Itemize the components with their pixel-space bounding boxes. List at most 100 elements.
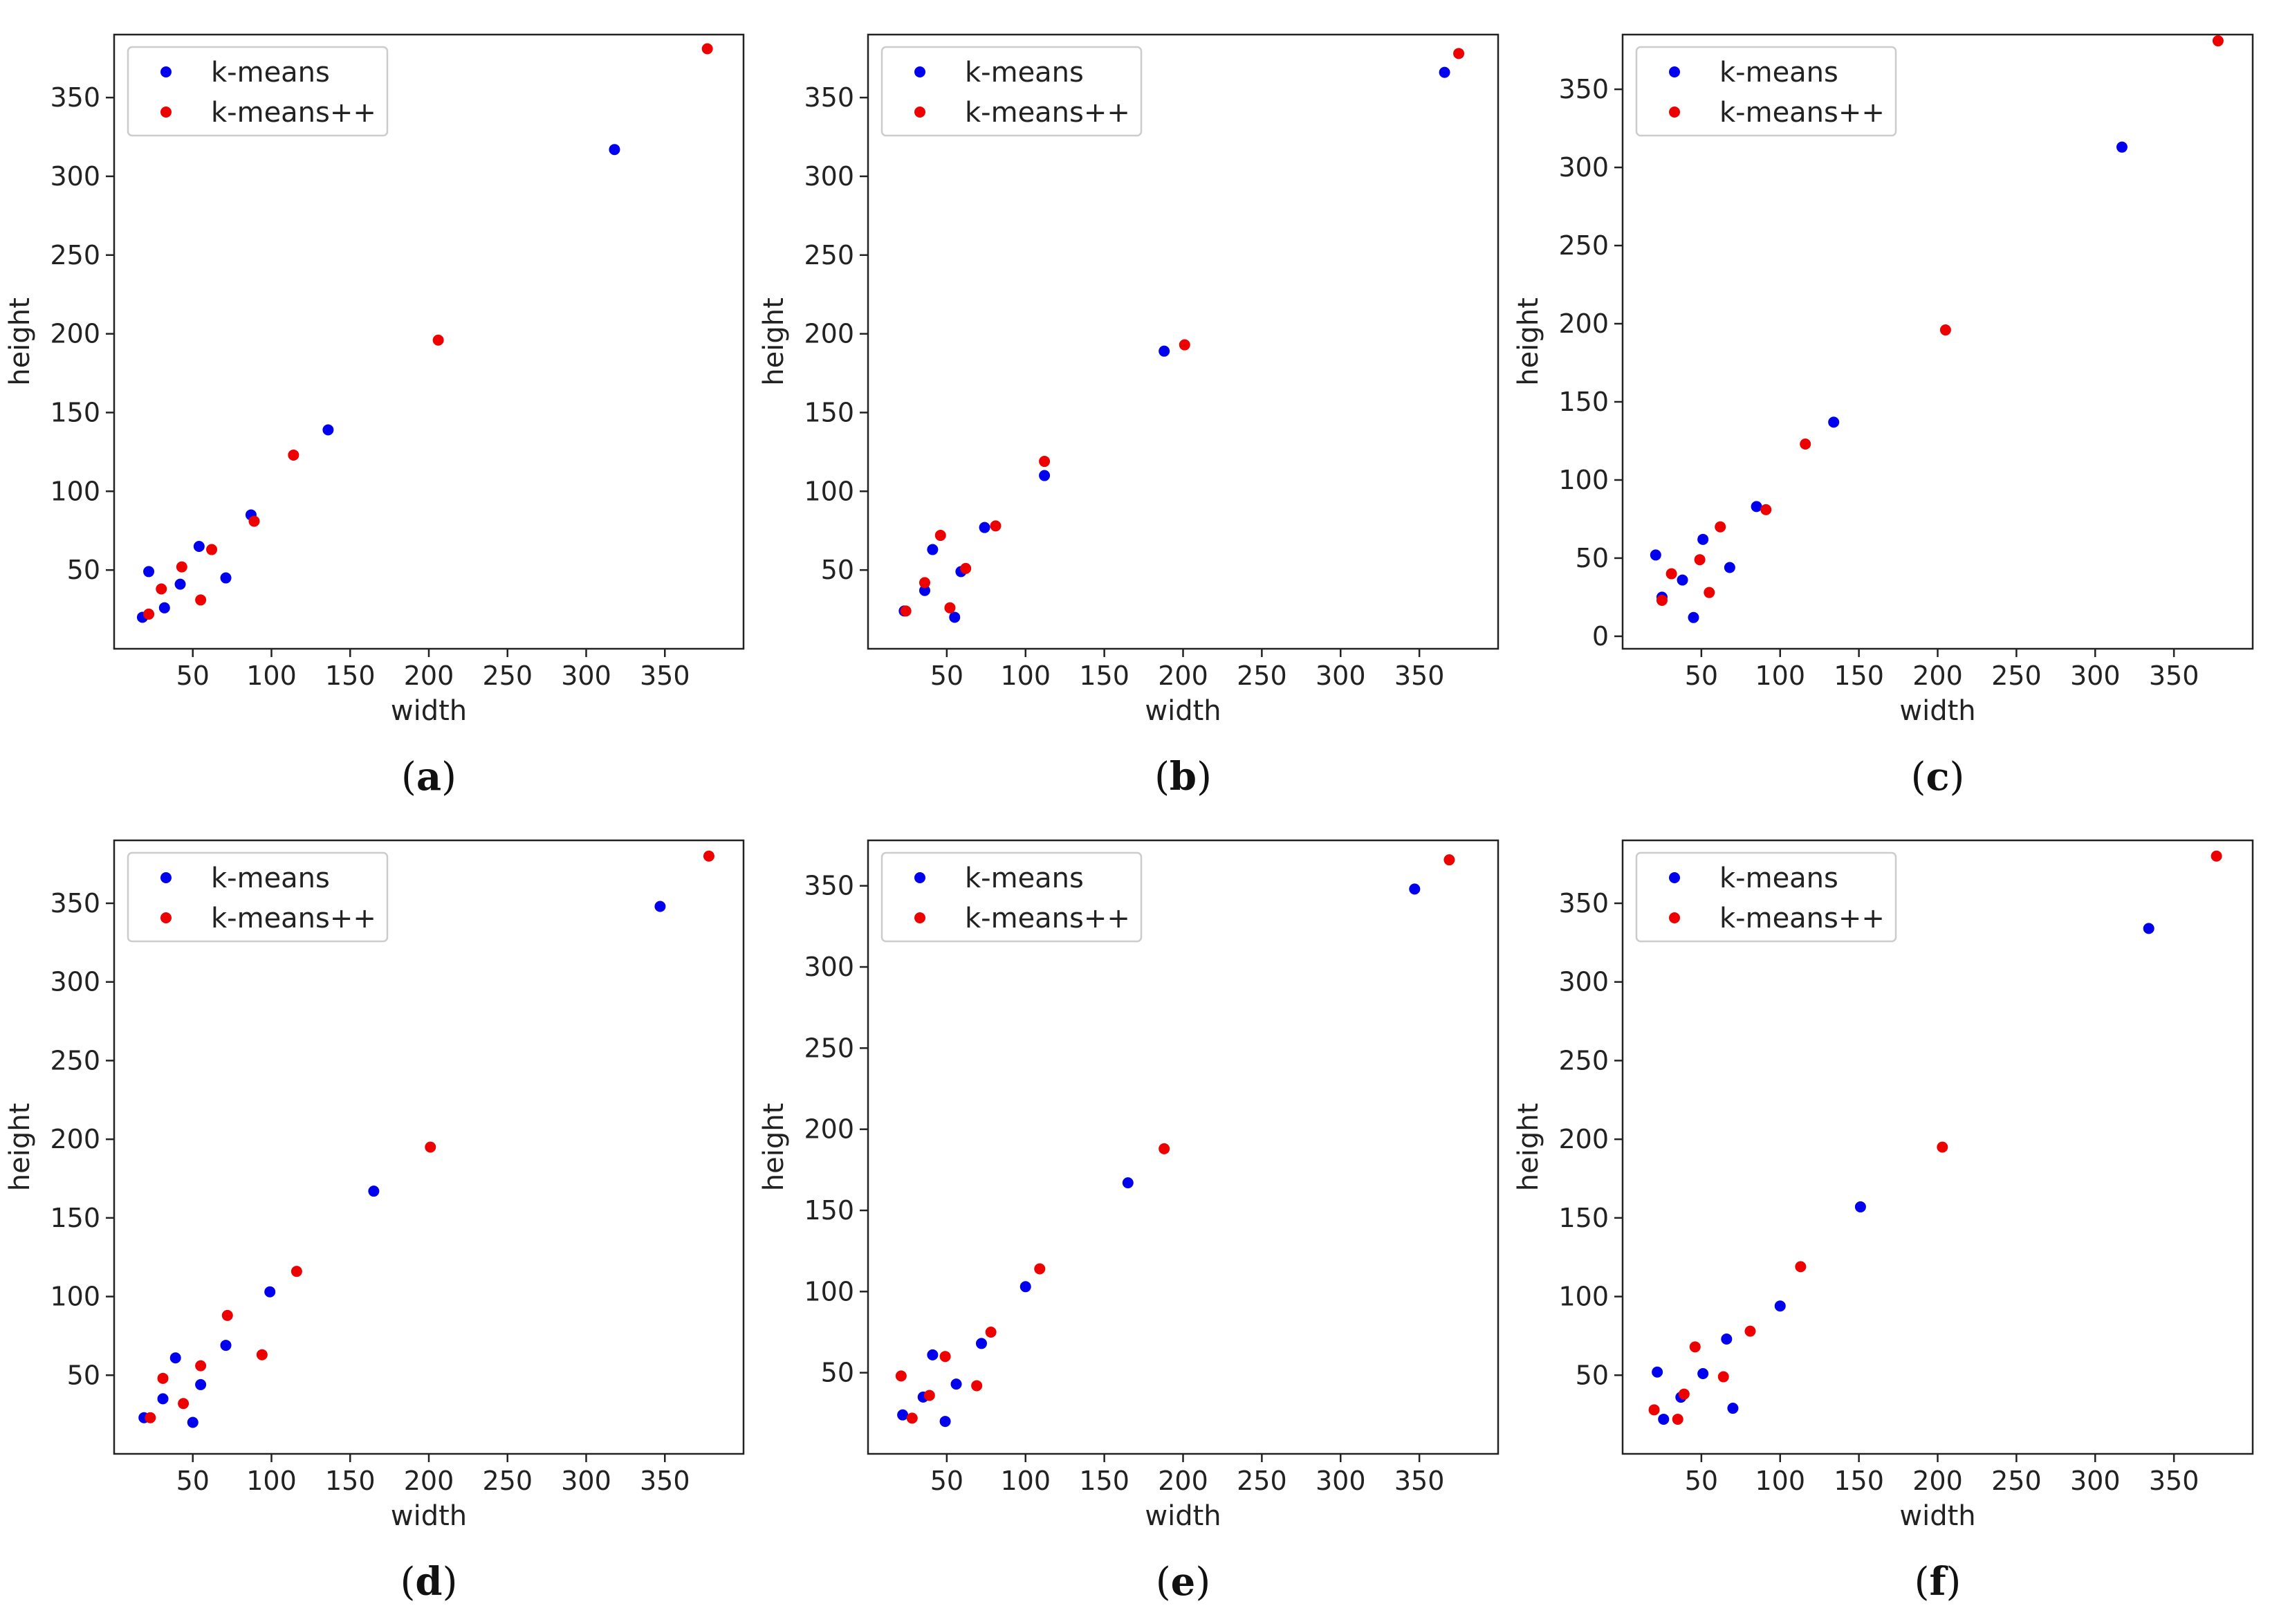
legend-box xyxy=(127,46,389,137)
y-tick-label: 250 xyxy=(50,1045,100,1076)
data-point xyxy=(703,850,714,862)
x-tick-label: 200 xyxy=(1912,661,1963,691)
x-axis-label: width xyxy=(391,695,467,727)
data-point xyxy=(1677,574,1688,586)
data-point xyxy=(1453,48,1465,59)
y-tick-label: 50 xyxy=(821,555,854,585)
data-point xyxy=(919,577,930,589)
y-tick-label: 200 xyxy=(50,1124,100,1154)
data-point xyxy=(256,1349,268,1360)
data-point xyxy=(220,572,232,584)
data-point xyxy=(1443,854,1455,866)
panel-d: 50 100 150 200 250 300 350 50 100 150 200 250 300 350… xyxy=(4,839,745,1605)
data-point xyxy=(158,602,170,613)
data-point xyxy=(1828,416,1840,428)
data-point xyxy=(143,566,155,578)
data-point xyxy=(944,602,956,613)
data-point xyxy=(1689,1341,1701,1353)
data-point xyxy=(157,1372,169,1384)
legend-label: k-means xyxy=(1719,57,1838,89)
data-point xyxy=(975,1338,987,1349)
data-point xyxy=(1774,1300,1786,1312)
x-tick-label: 200 xyxy=(1912,1466,1963,1496)
legend: k-means k-means++ xyxy=(880,46,1143,137)
legend-label: k-means xyxy=(965,57,1084,89)
legend-box xyxy=(1635,46,1897,137)
y-tick-label: 300 xyxy=(1558,152,1609,183)
panel-f: 50 100 150 200 250 300 350 50 100 150 200 250 300 350… xyxy=(1513,839,2254,1605)
y-axis-label: height xyxy=(1513,1103,1544,1192)
data-point xyxy=(1721,1333,1733,1345)
data-point xyxy=(290,1266,302,1277)
data-point xyxy=(368,1185,380,1197)
data-point xyxy=(1409,883,1421,895)
x-tick-label: 200 xyxy=(1158,661,1208,691)
y-tick-label: 200 xyxy=(804,1114,854,1145)
data-point xyxy=(1760,504,1772,515)
x-tick-label: 50 xyxy=(930,661,963,691)
y-axis-label: height xyxy=(4,297,36,386)
data-point xyxy=(169,1352,181,1364)
series-kmeans xyxy=(1652,923,2154,1425)
panel-c: 50 100 150 200 250 300 350 0 50 100 150 200 250 300 35… xyxy=(1513,33,2254,800)
legend-marker xyxy=(1669,912,1680,923)
y-tick-label: 250 xyxy=(50,240,100,270)
data-point xyxy=(178,1398,190,1410)
x-tick-label: 100 xyxy=(1000,1466,1051,1496)
y-tick-label: 250 xyxy=(1558,1045,1609,1076)
x-axis-label: width xyxy=(1145,695,1221,727)
legend-marker xyxy=(160,66,172,77)
x-tick-label: 300 xyxy=(1316,661,1366,691)
x-tick-label: 200 xyxy=(1158,1466,1208,1496)
data-point xyxy=(288,449,299,461)
y-axis-label: height xyxy=(758,1103,790,1192)
data-point xyxy=(195,594,207,606)
y-tick-label: 0 xyxy=(1592,621,1609,652)
data-point xyxy=(1122,1177,1134,1189)
series-kmeanspp xyxy=(145,850,714,1423)
y-tick-label: 100 xyxy=(50,476,100,506)
data-point xyxy=(1648,1404,1660,1416)
y-axis-label: height xyxy=(4,1103,36,1192)
x-tick-label: 150 xyxy=(1079,661,1129,691)
data-point xyxy=(1697,1368,1709,1380)
data-point xyxy=(919,584,930,596)
legend-marker xyxy=(914,107,925,118)
x-tick-label: 250 xyxy=(1991,1466,2042,1496)
x-tick-label: 100 xyxy=(246,661,297,691)
x-tick-label: 350 xyxy=(640,1466,690,1496)
data-point xyxy=(193,541,205,552)
x-tick-label: 50 xyxy=(930,1466,963,1496)
data-point xyxy=(1937,1141,1948,1153)
data-point xyxy=(1704,587,1715,598)
data-point xyxy=(1939,324,1951,336)
legend: k-means k-means++ xyxy=(1635,46,1897,137)
legend-label: k-means++ xyxy=(211,97,376,129)
x-tick-label: 50 xyxy=(1685,661,1718,691)
legend-marker xyxy=(160,107,172,118)
legend: k-means k-means++ xyxy=(127,851,389,943)
data-point xyxy=(1179,339,1190,351)
x-tick-label: 150 xyxy=(325,661,376,691)
data-point xyxy=(2211,850,2222,862)
y-tick-label: 250 xyxy=(1558,230,1609,261)
y-tick-label: 350 xyxy=(1558,888,1609,919)
x-tick-label: 50 xyxy=(1685,1466,1718,1496)
x-tick-label: 250 xyxy=(1237,661,1287,691)
y-tick-label: 300 xyxy=(804,952,854,982)
y-tick-label: 350 xyxy=(50,888,100,919)
legend-label: k-means++ xyxy=(1719,903,1885,934)
x-tick-label: 100 xyxy=(1755,661,1805,691)
data-point xyxy=(900,605,912,617)
legend-box xyxy=(880,46,1143,137)
data-point xyxy=(432,334,444,346)
y-tick-label: 100 xyxy=(1558,1282,1609,1312)
x-axis-label: width xyxy=(1899,695,1975,727)
legend-label: k-means++ xyxy=(1719,97,1885,129)
legend: k-means k-means++ xyxy=(127,46,389,137)
data-point xyxy=(1652,1366,1663,1378)
legend-label: k-means++ xyxy=(211,903,376,934)
y-tick-label: 150 xyxy=(1558,387,1609,417)
y-tick-label: 300 xyxy=(804,161,854,192)
